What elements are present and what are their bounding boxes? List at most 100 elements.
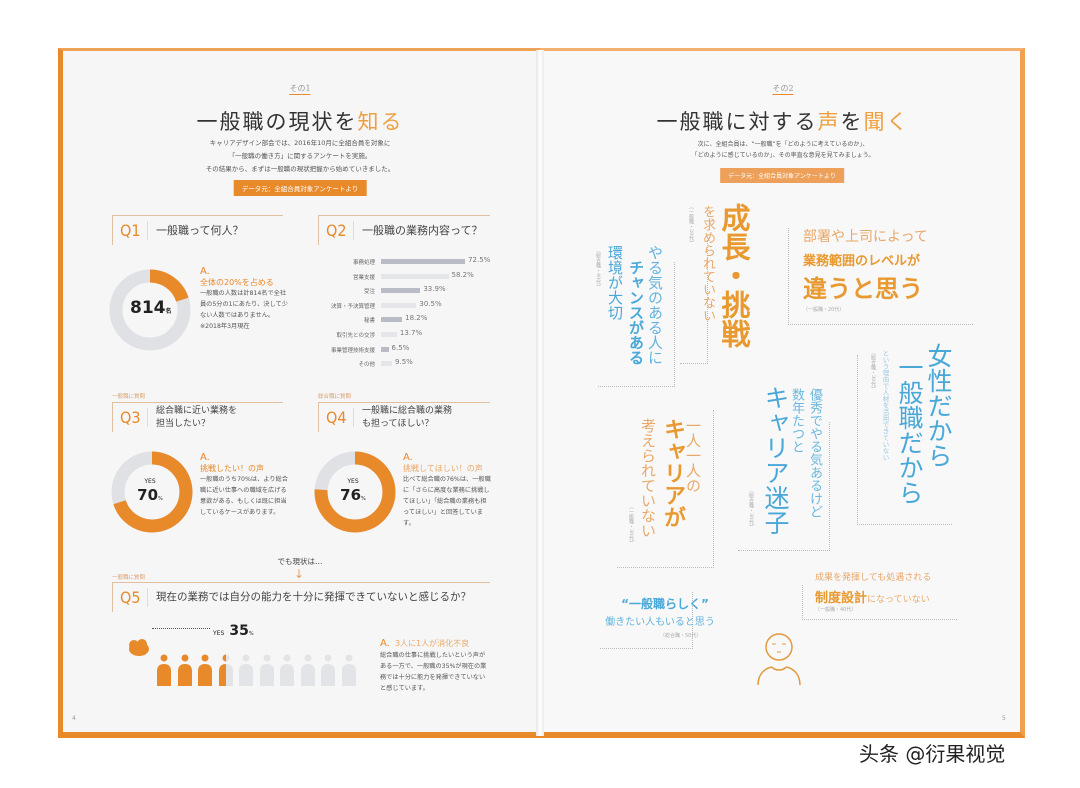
quote-scope-line2: 業務範囲のレベルが [803, 254, 921, 269]
q4-question: 一般職に総合職の業務も担ってほしい？ [362, 405, 453, 429]
bar [381, 346, 389, 352]
q5-answer: A. 3人に1人が消化不良 総合職の仕事に挑戦したいという声がある一方で、一般職… [380, 631, 490, 694]
title-mid: を [840, 110, 864, 134]
quote-attribution: （総合職・30代） [870, 350, 876, 392]
q4-target-label: 総合職に質問 [318, 394, 352, 400]
bar-value-label: 18.2% [405, 314, 428, 323]
unit: % [158, 496, 163, 502]
quote-frame [802, 585, 957, 620]
arrow-down-icon: ↓ [294, 567, 305, 581]
left-page [58, 48, 540, 738]
quote-career-line2: キャリアが [660, 418, 685, 528]
quote-attribution: （総合職・40代） [595, 248, 601, 290]
q5-target-label: 一般職に質問 [112, 575, 146, 581]
q1-answer: A. 全体の20%を占める 一般職の人数は計814名で全社員の5分の1にあたり、… [200, 266, 290, 332]
intro-line: 「一般職の働き方」に関するアンケートを実施。 [228, 152, 372, 160]
quote-system-text: になっていない [867, 595, 930, 605]
dotted-leader [152, 628, 210, 629]
intro-line: 次に、全組合員は、“一般職”を「どのように考えているのか」、 [697, 141, 869, 148]
bar-value-label: 13.7% [399, 329, 423, 337]
quote-frame [738, 422, 830, 551]
quote-frame [598, 262, 675, 387]
bar-row: 秘書 18.2% [300, 314, 500, 326]
source-badge: データ元：全組合員対象アンケートより [233, 180, 367, 196]
title-accent: 知る [357, 110, 404, 134]
donut-segment [111, 451, 193, 533]
bar [381, 302, 417, 308]
bar-label: 取引先との交渉 [336, 333, 375, 339]
quote-attribution: （一般職・20代） [688, 204, 694, 246]
answer-note: ※2018年3月現在 [200, 323, 250, 330]
q5-value: YES 35% [213, 620, 254, 639]
q4-donut [314, 451, 396, 533]
bar-value-label: 33.9% [423, 285, 446, 294]
bar-value-label: 9.5% [395, 358, 413, 367]
bar-value-label: 30.5% [419, 299, 442, 308]
title-main: 一般職の現状を [196, 110, 358, 134]
answer-headline: 3人に1人が消化不良 [394, 639, 470, 648]
yes-label: YES [347, 478, 359, 485]
page-number: 4 [72, 715, 76, 722]
answer-headline: 全体の20%を占める [200, 278, 274, 287]
intro-text: 次に、全組合員は、“一般職”を「どのように考えているのか」、 「どのように感じて… [692, 139, 875, 161]
bar-value-label: 58.2% [451, 270, 474, 279]
quote-lost-line1: 優秀でやる気あるけど [807, 388, 822, 518]
transition-text: でも現状は… [277, 557, 323, 566]
quote-career-line1: 一人一人の [684, 418, 702, 493]
quote-woman-line1: 女性だから [924, 343, 953, 468]
thought-cloud-icon [129, 639, 149, 656]
q1-number: Q1 [113, 221, 148, 240]
value: 76 [340, 486, 362, 504]
bar-label: 事業管理技術支援 [330, 347, 375, 354]
donut-segment [314, 451, 396, 533]
quote-frame [600, 592, 693, 649]
answer-body: 総合職の仕事に挑戦したいという声がある一方で、一般職の35%が現在の業務では十分… [380, 652, 487, 692]
quote-style-line1: “一般職らしく” [621, 597, 709, 611]
bar-label: その他 [358, 362, 375, 369]
bar [381, 273, 449, 279]
person-icon [198, 654, 212, 686]
section-label: その2 [772, 84, 794, 95]
quote-system-emphasis: 制度設計 [815, 591, 868, 606]
answer-prefix: A. [200, 452, 210, 463]
value: 70 [137, 486, 159, 504]
bar-label: 決算・予決算管理 [330, 303, 375, 310]
q3-question: 総合職に近い業務を担当したい？ [156, 405, 238, 429]
intro-text: キャリアデザイン部会では、2016年10月に全組合員を対象に 「一般職の働き方」… [206, 137, 395, 176]
section-label: その1 [289, 84, 311, 95]
right-page [540, 48, 1025, 738]
bar-label: 事務処理 [352, 260, 375, 266]
page-gutter [536, 50, 544, 736]
person-icon [259, 654, 274, 686]
quote-lost-line3: キャリア迷子 [761, 385, 790, 535]
quote-chance-line3: 環境が大切 [606, 245, 624, 320]
yes-label: YES [213, 630, 225, 637]
q3-header: Q3 総合職に近い業務を担当したい？ [112, 402, 283, 432]
watermark: 头条 @衍果视觉 [855, 738, 1010, 767]
title-accent: 声 [817, 110, 841, 134]
quote-attribution: （一般職・40代） [815, 607, 857, 613]
bar [381, 288, 421, 294]
intro-line: 「どのように感じているのか」、その率直な意見を見てみましょう。 [691, 152, 875, 159]
quote-attribution: （総合職・30代） [748, 488, 754, 530]
quote-scope-line1: 部署や上司によって [803, 229, 928, 245]
bar-value-label: 6.5% [391, 343, 410, 352]
bar-row: 事業管理技術支援 6.5% [300, 344, 500, 356]
person-icon [321, 654, 335, 686]
person-icon [177, 654, 192, 686]
person-icon [300, 654, 315, 686]
bar-label: 受注 [363, 289, 375, 296]
bar-label: 営業支援 [352, 274, 375, 281]
value: 814 [130, 298, 166, 318]
q5-header: Q5 現在の業務では自分の能力を十分に発揮できていないと感じるか？ [112, 582, 490, 612]
quote-frame [617, 410, 714, 568]
person-icon [280, 654, 294, 686]
q4-header: Q4 一般職に総合職の業務も担ってほしい？ [318, 402, 490, 432]
answer-headline: 挑戦してほしい！の声 [403, 464, 483, 473]
bar-row: 取引先との交渉 13.7% [300, 329, 500, 341]
person-icon [239, 654, 253, 686]
q1-header: Q1 一般職って何人？ [112, 215, 283, 245]
unit: % [248, 631, 254, 637]
q3-value: YES 70% [133, 478, 167, 504]
quote-chance-line2: チャンスがある [627, 260, 645, 365]
